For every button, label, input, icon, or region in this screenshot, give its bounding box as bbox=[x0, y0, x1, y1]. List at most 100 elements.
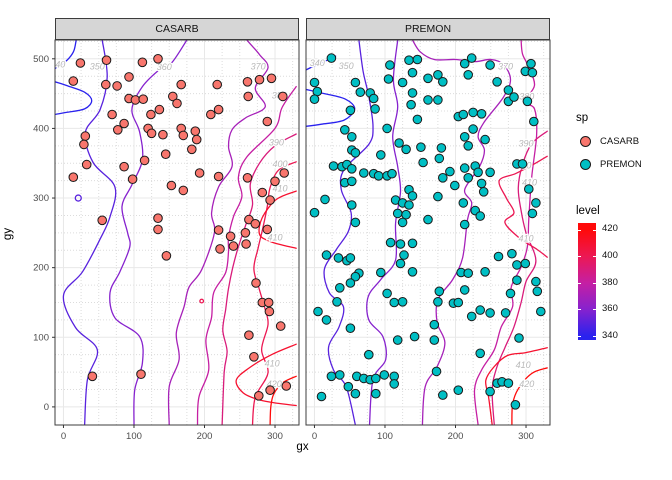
y-tick-label: 500 bbox=[33, 54, 49, 65]
data-point-casarb bbox=[262, 116, 273, 127]
y-tick-label: 0 bbox=[44, 402, 49, 413]
data-point-casarb bbox=[68, 76, 79, 86]
data-point-premon bbox=[382, 288, 392, 299]
data-point-casarb bbox=[101, 79, 111, 90]
data-point-premon bbox=[395, 239, 406, 249]
data-point-premon bbox=[473, 167, 483, 178]
data-point-premon bbox=[463, 141, 474, 151]
data-point-premon bbox=[503, 378, 514, 389]
data-point-casarb bbox=[113, 125, 123, 135]
data-point-premon bbox=[379, 370, 390, 380]
x-tick-label: 200 bbox=[448, 431, 464, 442]
data-point-casarb bbox=[139, 155, 150, 166]
y-tick-label: 300 bbox=[33, 193, 49, 204]
data-point-premon bbox=[407, 88, 418, 98]
data-point-casarb bbox=[97, 215, 107, 226]
data-point-casarb bbox=[243, 91, 253, 102]
data-point-premon bbox=[321, 315, 332, 325]
data-point-casarb bbox=[228, 241, 239, 251]
contour-label: 370 bbox=[498, 61, 513, 71]
data-point-premon bbox=[531, 198, 541, 208]
colorbar-tick-mark bbox=[578, 283, 581, 284]
data-point-premon bbox=[527, 67, 538, 78]
data-point-casarb bbox=[68, 172, 79, 182]
data-point-premon bbox=[423, 95, 433, 105]
colorbar-tick-mark bbox=[578, 256, 581, 257]
data-point-premon bbox=[370, 104, 380, 114]
data-point-premon bbox=[350, 388, 361, 399]
data-point-casarb bbox=[264, 306, 275, 317]
data-point-premon bbox=[459, 132, 470, 142]
data-point-premon bbox=[407, 191, 418, 201]
data-point-premon bbox=[531, 276, 541, 287]
colorbar-tick-mark bbox=[593, 230, 596, 231]
data-point-casarb bbox=[275, 321, 286, 331]
data-point-premon bbox=[520, 258, 531, 269]
x-tick-label: 0 bbox=[312, 431, 317, 442]
data-point-premon bbox=[485, 386, 495, 397]
data-point-casarb bbox=[137, 57, 148, 68]
data-point-premon bbox=[433, 95, 443, 105]
colorbar-tick-mark bbox=[593, 283, 596, 284]
data-point-premon bbox=[510, 400, 521, 410]
facet-strip-casarb: CASARB bbox=[55, 18, 299, 40]
data-point-premon bbox=[423, 73, 433, 84]
legend-item-label-premon: PREMON bbox=[600, 159, 642, 170]
contour-label: 340 bbox=[310, 58, 325, 68]
x-tick-label: 200 bbox=[197, 431, 213, 442]
data-point-premon bbox=[478, 187, 489, 197]
colorbar-tick-360: 360 bbox=[602, 303, 618, 314]
contour-line-380 bbox=[196, 85, 297, 425]
data-point-premon bbox=[355, 87, 366, 97]
data-point-premon bbox=[485, 60, 495, 70]
data-point-casarb bbox=[191, 134, 202, 145]
data-point-premon bbox=[485, 167, 495, 178]
data-point-casarb bbox=[278, 91, 288, 102]
data-point-premon bbox=[376, 150, 386, 160]
data-point-premon bbox=[433, 297, 443, 307]
data-point-premon bbox=[509, 92, 519, 102]
data-point-casarb bbox=[146, 128, 157, 139]
data-point-premon bbox=[397, 297, 408, 307]
premon-point-key-icon bbox=[580, 159, 591, 170]
x-tick-label: 300 bbox=[267, 431, 283, 442]
data-point-premon bbox=[350, 148, 361, 158]
facet-strip-label-casarb: CASARB bbox=[155, 23, 199, 35]
data-point-premon bbox=[512, 260, 522, 270]
data-point-premon bbox=[468, 124, 478, 134]
colorbar-tick-mark bbox=[578, 230, 581, 231]
contour-line-390 bbox=[221, 133, 297, 425]
data-point-casarb bbox=[80, 131, 91, 141]
data-point-casarb bbox=[166, 180, 177, 191]
data-point-premon bbox=[401, 209, 411, 220]
data-point-premon bbox=[373, 171, 384, 181]
legend-level: level 420 400 380 360 340 bbox=[576, 205, 670, 343]
data-point-premon bbox=[376, 267, 386, 278]
data-point-casarb bbox=[266, 73, 277, 84]
colorbar-tick-420: 420 bbox=[602, 223, 618, 234]
colorbar-tick-400: 400 bbox=[602, 250, 618, 261]
data-point-premon bbox=[480, 134, 490, 145]
data-point-premon bbox=[392, 208, 403, 219]
data-point-casarb bbox=[244, 330, 254, 341]
data-point-premon bbox=[527, 208, 538, 219]
data-point-premon bbox=[368, 93, 379, 104]
data-point-premon bbox=[476, 178, 487, 189]
data-point-premon bbox=[475, 348, 486, 359]
data-point-premon bbox=[412, 114, 423, 125]
legend-item-premon: PREMON bbox=[576, 153, 670, 176]
data-point-premon bbox=[434, 153, 445, 164]
contour-label: 410 bbox=[516, 360, 531, 370]
data-point-premon bbox=[389, 297, 400, 308]
colorbar-tick-mark bbox=[578, 336, 581, 337]
contour-label: 410 bbox=[519, 233, 534, 243]
data-point-casarb bbox=[153, 224, 163, 235]
contour-line-370 bbox=[167, 40, 269, 425]
data-point-premon bbox=[409, 331, 420, 342]
data-point-premon bbox=[459, 58, 470, 69]
data-point-premon bbox=[404, 55, 414, 66]
data-point-premon bbox=[385, 237, 396, 248]
data-point-premon bbox=[517, 159, 528, 169]
data-point-premon bbox=[347, 164, 357, 174]
data-point-premon bbox=[480, 267, 490, 277]
